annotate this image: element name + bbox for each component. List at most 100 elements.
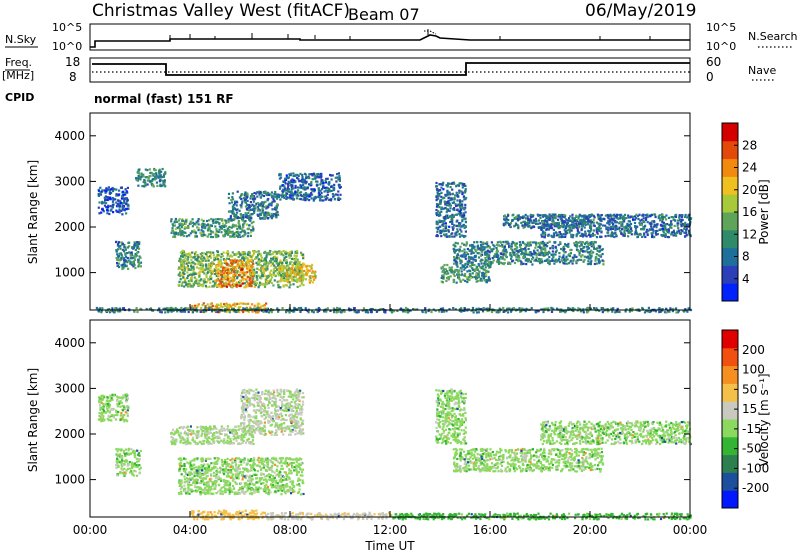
power-cell	[232, 212, 236, 215]
power-cell	[527, 253, 530, 256]
power-cell	[200, 223, 203, 226]
power-cell	[541, 225, 544, 228]
power-cell	[450, 218, 453, 221]
power-cell	[546, 221, 549, 224]
power-cell	[505, 218, 508, 221]
power-cell	[205, 286, 208, 289]
power-cell	[546, 223, 549, 226]
power-cell	[459, 214, 462, 217]
power-cell	[438, 211, 441, 214]
power-cell	[577, 217, 580, 220]
power-cell	[683, 215, 686, 218]
power-cell	[131, 261, 134, 264]
power-cell	[303, 172, 306, 175]
power-cell	[250, 222, 253, 225]
power-cell	[594, 241, 597, 244]
power-cell	[225, 251, 228, 254]
power-cell	[232, 274, 235, 277]
power-cell	[683, 223, 686, 226]
power-cell	[204, 234, 207, 237]
power-cell	[472, 251, 475, 254]
power-cell	[201, 285, 204, 288]
power-cell	[105, 206, 108, 209]
power-cell	[191, 251, 194, 254]
power-cell	[260, 269, 263, 272]
power-cell	[260, 204, 263, 207]
power-cell	[537, 219, 541, 222]
power-cell	[135, 177, 138, 180]
power-cell	[495, 250, 498, 253]
power-cell	[235, 217, 238, 220]
power-cell	[450, 269, 454, 272]
power-cell	[181, 223, 184, 227]
power-cell	[308, 265, 311, 268]
power-cell	[272, 271, 275, 274]
power-cell	[455, 213, 459, 216]
power-cell	[273, 208, 276, 211]
power-cell	[517, 225, 520, 228]
power-cell	[296, 176, 299, 180]
power-cell	[272, 284, 275, 287]
power-cell	[651, 228, 654, 231]
power-cell	[266, 214, 269, 217]
power-cell	[449, 204, 452, 207]
power-cell	[605, 226, 609, 229]
power-cell	[309, 276, 312, 279]
power-cell	[510, 245, 513, 248]
power-cell	[219, 260, 222, 263]
power-cell	[278, 265, 281, 268]
power-cell	[658, 308, 661, 311]
power-cell	[453, 243, 456, 246]
power-cell	[177, 233, 180, 236]
power-cell	[317, 189, 320, 192]
power-cell	[548, 240, 551, 243]
power-cell	[293, 179, 296, 182]
power-cell	[200, 260, 203, 263]
power-cell	[184, 222, 188, 225]
power-cell	[445, 225, 448, 228]
power-cell	[655, 226, 658, 229]
power-cell	[598, 229, 601, 233]
power-cell	[241, 257, 244, 260]
power-cell	[244, 263, 247, 266]
power-cell	[435, 220, 438, 223]
power-cell	[487, 254, 490, 257]
power-cell	[224, 233, 227, 236]
power-cell	[115, 256, 118, 260]
power-cell	[526, 223, 529, 226]
power-cell	[524, 253, 528, 256]
power-cell	[295, 254, 298, 257]
power-cell	[504, 221, 507, 224]
power-cell	[443, 263, 446, 267]
power-cell	[303, 269, 306, 272]
power-cell	[213, 268, 216, 271]
power-cell	[137, 177, 140, 180]
power-cell	[464, 263, 467, 266]
power-cell	[468, 278, 471, 281]
plot-title: Christmas Valley West (fitACF)	[92, 1, 350, 21]
power-cell	[231, 277, 234, 280]
power-cell	[585, 245, 588, 248]
power-cell	[255, 261, 258, 264]
power-cell	[235, 281, 238, 284]
power-cell	[504, 240, 508, 243]
power-cell	[205, 224, 208, 227]
power-cell	[614, 215, 617, 218]
power-cell	[141, 185, 144, 188]
power-cell	[252, 200, 255, 203]
power-cell	[455, 263, 458, 266]
power-cell	[246, 256, 249, 260]
power-cell	[575, 260, 578, 263]
power-cell	[262, 268, 265, 271]
power-cell	[137, 175, 140, 178]
power-cell	[253, 273, 256, 276]
power-cell	[266, 282, 269, 286]
power-cell	[279, 176, 283, 179]
power-cell	[459, 212, 462, 215]
power-cell	[566, 223, 569, 226]
power-cell	[483, 272, 486, 275]
power-cell	[294, 251, 297, 254]
power-cell	[177, 232, 180, 235]
power-cell	[218, 283, 221, 286]
power-cell	[181, 218, 184, 221]
